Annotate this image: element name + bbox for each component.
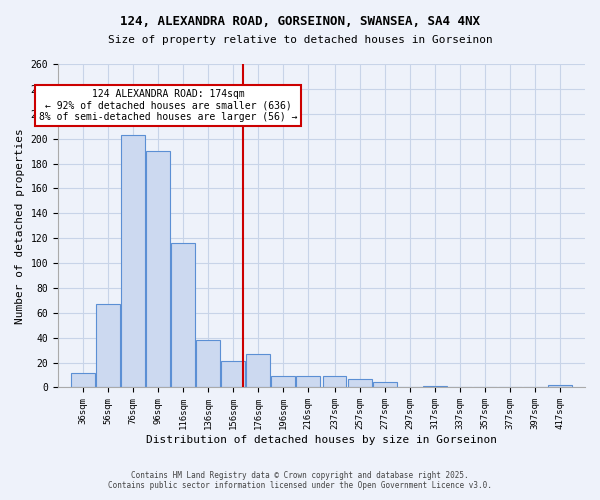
Bar bbox=[96, 304, 120, 388]
Text: Size of property relative to detached houses in Gorseinon: Size of property relative to detached ho… bbox=[107, 35, 493, 45]
Bar bbox=[548, 385, 572, 388]
Y-axis label: Number of detached properties: Number of detached properties bbox=[15, 128, 25, 324]
Bar bbox=[271, 376, 295, 388]
Bar bbox=[121, 135, 145, 388]
Bar bbox=[71, 372, 95, 388]
Bar bbox=[373, 382, 397, 388]
Bar bbox=[323, 376, 346, 388]
Bar bbox=[196, 340, 220, 388]
X-axis label: Distribution of detached houses by size in Gorseinon: Distribution of detached houses by size … bbox=[146, 435, 497, 445]
Bar bbox=[247, 354, 270, 388]
Bar bbox=[221, 362, 245, 388]
Text: 124 ALEXANDRA ROAD: 174sqm
← 92% of detached houses are smaller (636)
8% of semi: 124 ALEXANDRA ROAD: 174sqm ← 92% of deta… bbox=[39, 89, 298, 122]
Bar bbox=[171, 243, 195, 388]
Bar bbox=[348, 379, 371, 388]
Text: Contains HM Land Registry data © Crown copyright and database right 2025.
Contai: Contains HM Land Registry data © Crown c… bbox=[108, 470, 492, 490]
Text: 124, ALEXANDRA ROAD, GORSEINON, SWANSEA, SA4 4NX: 124, ALEXANDRA ROAD, GORSEINON, SWANSEA,… bbox=[120, 15, 480, 28]
Bar bbox=[296, 376, 320, 388]
Bar bbox=[423, 386, 446, 388]
Bar bbox=[146, 151, 170, 388]
